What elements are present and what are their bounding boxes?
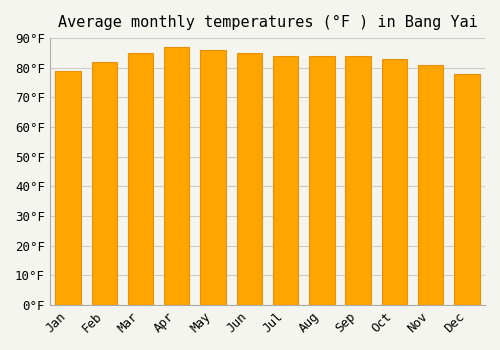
- Bar: [236, 53, 262, 305]
- Title: Average monthly temperatures (°F ) in Bang Yai: Average monthly temperatures (°F ) in Ba…: [58, 15, 478, 30]
- Bar: [200, 50, 226, 305]
- Bar: [128, 53, 153, 305]
- Bar: [273, 56, 298, 305]
- Bar: [164, 47, 190, 305]
- Bar: [382, 59, 407, 305]
- Bar: [454, 74, 479, 305]
- Bar: [346, 56, 371, 305]
- Bar: [418, 65, 444, 305]
- Bar: [92, 62, 117, 305]
- Bar: [309, 56, 334, 305]
- Bar: [56, 71, 80, 305]
